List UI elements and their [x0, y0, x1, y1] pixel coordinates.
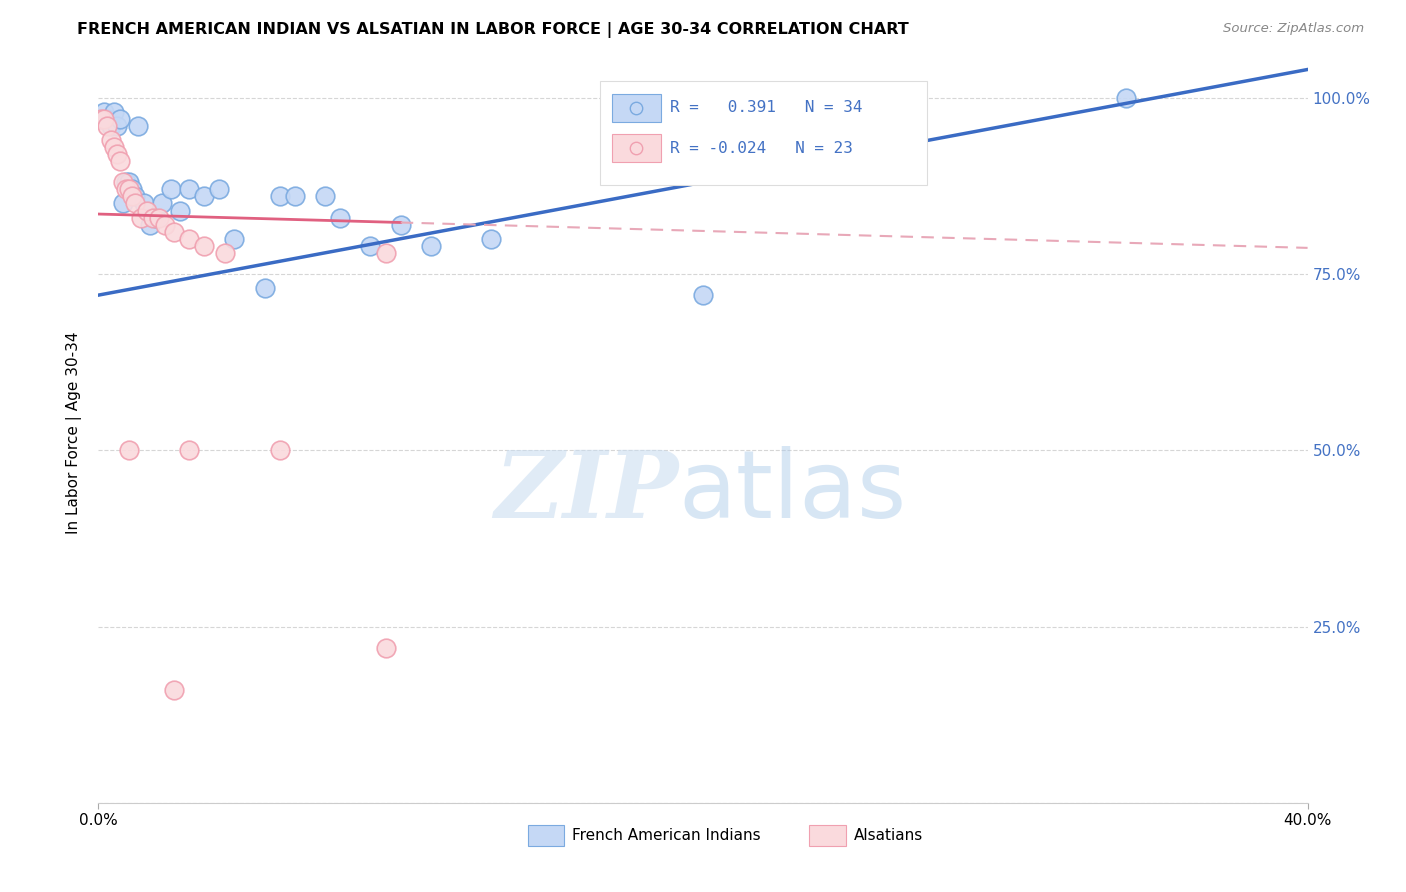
- FancyBboxPatch shape: [613, 94, 661, 121]
- Point: [314, 189, 336, 203]
- Point: [420, 239, 443, 253]
- FancyBboxPatch shape: [810, 825, 845, 846]
- Point: [481, 232, 503, 246]
- Point: [692, 288, 714, 302]
- Point: [142, 211, 165, 225]
- Text: FRENCH AMERICAN INDIAN VS ALSATIAN IN LABOR FORCE | AGE 30-34 CORRELATION CHART: FRENCH AMERICAN INDIAN VS ALSATIAN IN LA…: [77, 22, 910, 38]
- Point: [132, 196, 155, 211]
- Point: [284, 189, 307, 203]
- Point: [193, 189, 215, 203]
- Point: [93, 104, 115, 119]
- Point: [163, 225, 186, 239]
- Point: [96, 119, 118, 133]
- Point: [124, 189, 146, 203]
- FancyBboxPatch shape: [600, 81, 927, 185]
- Point: [100, 119, 122, 133]
- Point: [129, 211, 152, 225]
- Point: [135, 203, 157, 218]
- Text: R = -0.024   N = 23: R = -0.024 N = 23: [671, 141, 853, 156]
- Text: atlas: atlas: [679, 446, 907, 538]
- Point: [100, 133, 122, 147]
- Point: [103, 104, 125, 119]
- Point: [118, 182, 141, 196]
- FancyBboxPatch shape: [527, 825, 564, 846]
- Point: [103, 140, 125, 154]
- Point: [193, 239, 215, 253]
- Point: [145, 211, 167, 225]
- Y-axis label: In Labor Force | Age 30-34: In Labor Force | Age 30-34: [66, 331, 83, 534]
- Point: [374, 640, 396, 655]
- Point: [114, 175, 136, 189]
- Point: [160, 182, 183, 196]
- Point: [179, 182, 201, 196]
- Point: [214, 245, 236, 260]
- Point: [208, 182, 231, 196]
- Point: [148, 211, 170, 225]
- Point: [105, 119, 128, 133]
- Point: [127, 119, 149, 133]
- Point: [121, 182, 143, 196]
- Text: Alsatians: Alsatians: [855, 828, 924, 843]
- Point: [121, 189, 143, 203]
- Point: [96, 112, 118, 126]
- Point: [139, 218, 162, 232]
- Point: [179, 232, 201, 246]
- Point: [111, 196, 134, 211]
- Point: [111, 175, 134, 189]
- FancyBboxPatch shape: [613, 135, 661, 162]
- Point: [169, 203, 191, 218]
- Point: [150, 196, 173, 211]
- Point: [93, 112, 115, 126]
- Point: [1115, 91, 1137, 105]
- Point: [90, 112, 112, 126]
- Point: [163, 683, 186, 698]
- Point: [269, 443, 291, 458]
- Point: [118, 175, 141, 189]
- Point: [389, 218, 412, 232]
- Point: [374, 245, 396, 260]
- Point: [179, 443, 201, 458]
- Text: R =   0.391   N = 34: R = 0.391 N = 34: [671, 100, 863, 115]
- Text: French American Indians: French American Indians: [572, 828, 761, 843]
- Point: [269, 189, 291, 203]
- Text: ZIP: ZIP: [495, 447, 679, 537]
- Point: [90, 112, 112, 126]
- Point: [153, 218, 176, 232]
- Point: [224, 232, 246, 246]
- Point: [118, 443, 141, 458]
- Point: [360, 239, 382, 253]
- Point: [124, 196, 146, 211]
- Point: [108, 112, 131, 126]
- Point: [114, 182, 136, 196]
- Point: [329, 211, 352, 225]
- Text: Source: ZipAtlas.com: Source: ZipAtlas.com: [1223, 22, 1364, 36]
- Point: [108, 154, 131, 169]
- Point: [105, 147, 128, 161]
- Point: [253, 281, 276, 295]
